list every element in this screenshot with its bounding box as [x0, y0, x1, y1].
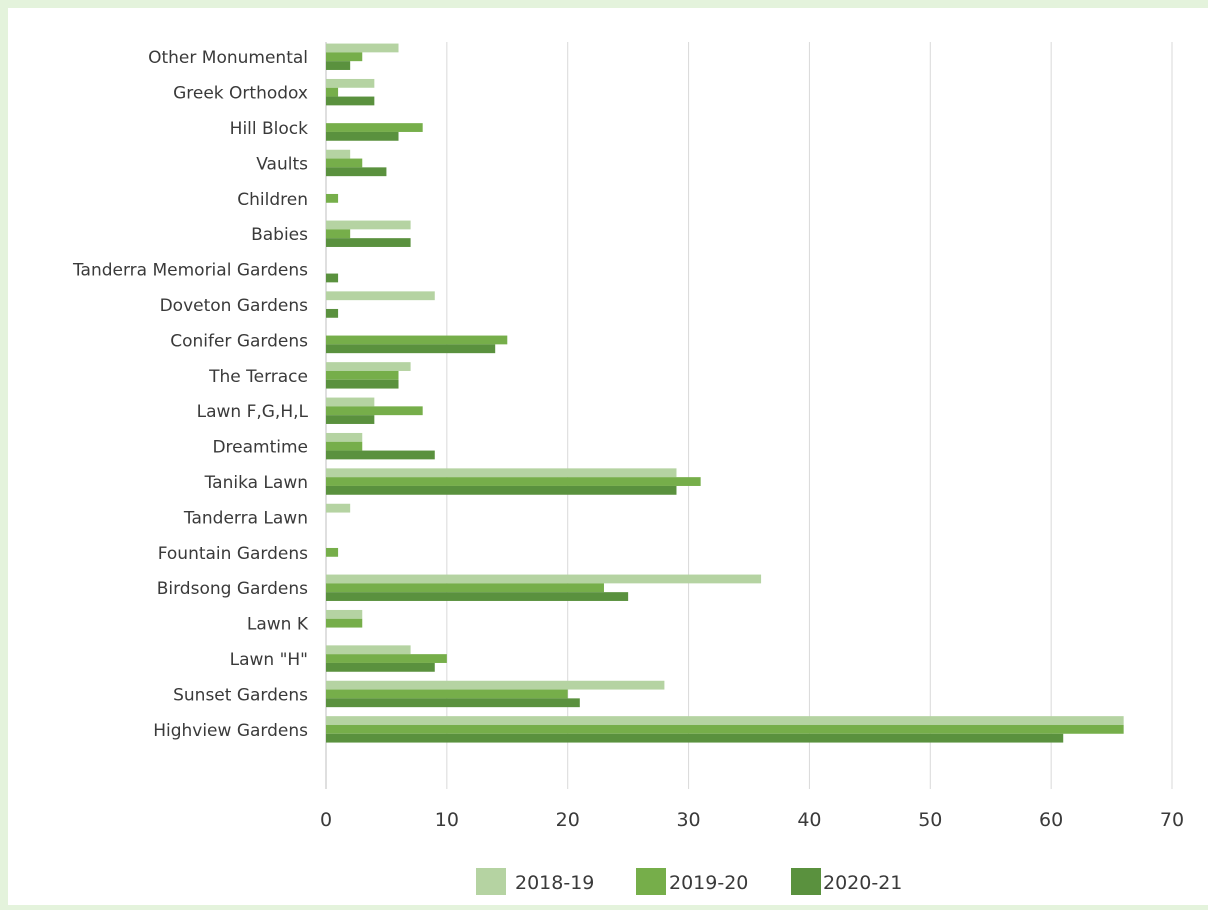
- legend-swatch: [476, 868, 506, 895]
- category-label: Lawn F,G,H,L: [197, 402, 309, 422]
- legend-swatch: [636, 868, 666, 895]
- bar: [326, 335, 508, 345]
- bar: [326, 362, 411, 371]
- category-label: Dreamtime: [212, 438, 308, 458]
- bar: [326, 662, 435, 672]
- legend-label: 2018-19: [515, 872, 594, 894]
- bar: [326, 468, 677, 478]
- category-label: Fountain Gardens: [158, 544, 308, 564]
- bar: [326, 158, 363, 168]
- category-label: Tanika Lawn: [204, 473, 308, 493]
- category-label: Vaults: [256, 154, 308, 174]
- category-label: Tanderra Memorial Gardens: [72, 261, 308, 281]
- chart-frame: Other Monumental Greek Orthodox Hill Block…: [8, 8, 1208, 905]
- bar: [326, 220, 411, 230]
- bar: [326, 43, 399, 53]
- category-label: Lawn "H": [230, 650, 308, 670]
- bar: [326, 167, 387, 177]
- bar: [326, 574, 762, 584]
- category-label: Sunset Gardens: [173, 685, 308, 705]
- bar: [326, 733, 1064, 743]
- bar: [326, 123, 423, 132]
- bar: [326, 52, 363, 62]
- bar: [326, 547, 339, 557]
- bar: [326, 592, 629, 601]
- bar: [326, 131, 399, 141]
- bar: [326, 149, 351, 159]
- bar: [326, 680, 665, 690]
- bar: [326, 229, 351, 239]
- bar: [326, 61, 351, 70]
- bar: [326, 441, 363, 451]
- bar: [326, 406, 423, 416]
- category-label: Birdsong Gardens: [157, 579, 308, 599]
- bar: [326, 397, 375, 407]
- x-tick-label: 50: [918, 809, 942, 831]
- category-label: Hill Block: [230, 119, 308, 139]
- x-tick-label: 70: [1160, 809, 1184, 831]
- category-label: Highview Gardens: [153, 721, 308, 741]
- category-label: Conifer Gardens: [170, 331, 308, 351]
- bar: [326, 609, 363, 619]
- category-label: Other Monumental: [148, 48, 308, 68]
- x-tick-label: 40: [797, 809, 821, 831]
- category-label: Greek Orthodox: [173, 84, 308, 104]
- bar: [326, 503, 351, 513]
- bar: [326, 645, 411, 655]
- category-label: Tanderra Lawn: [183, 508, 308, 528]
- x-tick-label: 10: [435, 809, 459, 831]
- bar: [326, 698, 580, 708]
- bar: [326, 716, 1124, 725]
- bar: [326, 485, 677, 495]
- bar-chart: Other Monumental Greek Orthodox Hill Block…: [72, 42, 1184, 895]
- x-tick-label: 0: [320, 809, 332, 831]
- legend-swatch: [791, 868, 821, 895]
- bar: [326, 308, 339, 318]
- category-label: Babies: [251, 225, 308, 245]
- bar: [326, 432, 363, 442]
- bar: [326, 477, 701, 486]
- bar: [326, 193, 339, 203]
- bar: [326, 87, 339, 97]
- x-tick-label: 60: [1039, 809, 1063, 831]
- category-label: Lawn K: [247, 615, 309, 635]
- legend-label: 2019-20: [669, 872, 748, 894]
- x-tick-label: 20: [556, 809, 580, 831]
- bar: [326, 291, 435, 301]
- bar: [326, 618, 363, 628]
- bar: [326, 415, 375, 424]
- category-label: Children: [237, 190, 308, 210]
- bar: [326, 344, 496, 354]
- bar: [326, 654, 447, 663]
- category-label: Doveton Gardens: [160, 296, 309, 316]
- category-label: The Terrace: [208, 367, 308, 387]
- bar: [326, 583, 604, 593]
- bar: [326, 78, 375, 88]
- legend-label: 2020-21: [823, 872, 902, 894]
- bar: [326, 689, 568, 699]
- bar: [326, 96, 375, 106]
- bar: [326, 238, 411, 247]
- bar: [326, 379, 399, 389]
- bar: [326, 724, 1124, 734]
- bar: [326, 273, 339, 283]
- bar: [326, 370, 399, 380]
- x-tick-label: 30: [676, 809, 700, 831]
- bar: [326, 450, 435, 460]
